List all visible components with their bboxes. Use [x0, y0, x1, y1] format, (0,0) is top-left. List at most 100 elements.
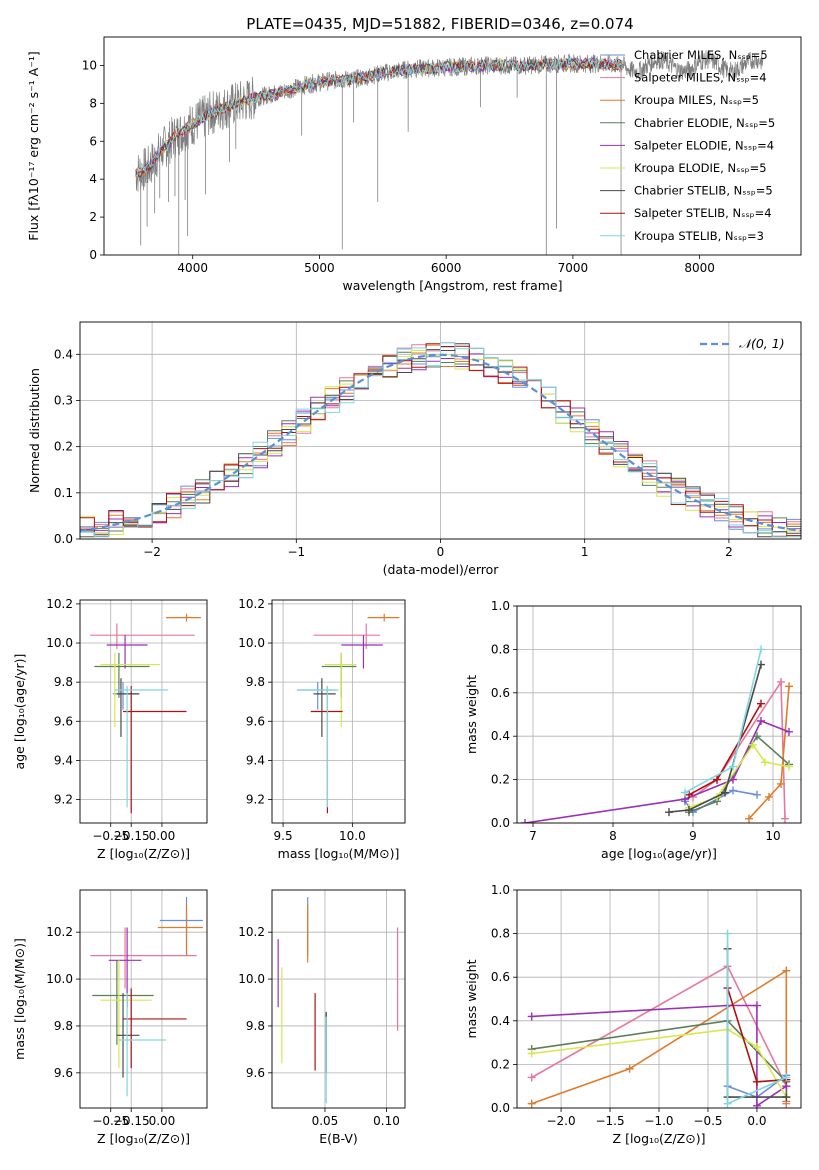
weight-marker: [782, 1093, 791, 1102]
x-tick-label: −1: [287, 545, 305, 559]
x-tick-label: 5000: [304, 261, 335, 275]
legend-label: Chabrier ELODIE, Nₛₛₚ=5: [634, 116, 775, 130]
y-tick-label: 9.4: [54, 753, 73, 767]
age_vs_mass-axes: 9.5 10.0 9.2 9.4 9.6 9.8 10.0 10.2 mass [log₁₀(M…: [238, 597, 405, 861]
y-tick-label: 9.8: [54, 1019, 73, 1033]
x-tick-label: 7000: [558, 261, 589, 275]
legend-label: Salpeter ELODIE, Nₛₛₚ=4: [634, 138, 774, 152]
age_vs_Z-axes: −0.25−0.150.00 9.2 9.4 9.6 9.8 10.0 10.2 Z [log…: [12, 597, 207, 861]
y-tick-label: 9.6: [246, 714, 265, 728]
x-tick-label: 8: [609, 829, 617, 843]
x-tick-label: −0.15: [113, 829, 150, 843]
weight-marker: [749, 740, 757, 749]
residuals-legend: 𝒩(0, 1): [700, 336, 785, 351]
weight-series-line: [748, 686, 790, 820]
y-tick-label: 10.0: [238, 636, 265, 650]
legend-label: 𝒩(0, 1): [739, 336, 785, 351]
y-tick-label: 9.4: [246, 753, 265, 767]
x-tick-label: 0: [437, 545, 445, 559]
weight-marker: [745, 814, 753, 823]
y-tick-label: 0.4: [491, 1014, 510, 1028]
legend-label: Kroupa ELODIE, Nₛₛₚ=5: [634, 161, 767, 175]
mass_vs_Z-plot: [90, 897, 203, 1097]
y-tick-label: 0.0: [491, 1101, 510, 1115]
model-spectrum-line: [135, 58, 623, 176]
x-tick-label: 10.0: [339, 829, 366, 843]
spectrum-title: PLATE=0435, MJD=51882, FIBERID=0346, z=0…: [246, 15, 633, 33]
x-tick-label: −1.5: [595, 1114, 624, 1128]
y-tick-label: 9.6: [246, 1066, 265, 1080]
y-tick-label: 0.0: [491, 816, 510, 830]
x-tick-label: 10: [765, 829, 780, 843]
weight-marker: [521, 819, 529, 823]
weight_vs_age-ylabel: mass weight: [464, 675, 479, 754]
weight-marker: [729, 786, 737, 795]
spectrum-legend: Chabrier MILES, Nₛₛₚ=5 Salpeter MILES, Nₛ…: [600, 48, 775, 243]
y-tick-label: 0: [89, 248, 97, 262]
x-tick-label: 7: [529, 829, 537, 843]
age_vs_Z-ylabel: age [log₁₀(age/yr)]: [12, 654, 27, 770]
y-tick-label: 10.0: [238, 972, 265, 986]
weight-marker: [757, 645, 765, 654]
weight-marker: [527, 1099, 536, 1108]
y-tick-label: 9.6: [54, 714, 73, 728]
legend-label: Kroupa STELIB, Nₛₛₚ=3: [634, 229, 764, 243]
weight-marker: [757, 660, 765, 669]
mass_vs_Z-xlabel: Z [log₁₀(Z/Z⊙)]: [97, 1131, 190, 1146]
y-tick-label: 6: [89, 134, 97, 148]
weight-marker: [665, 808, 673, 817]
y-tick-label: 0.1: [54, 486, 73, 500]
y-tick-label: 9.8: [246, 1019, 265, 1033]
weight-marker: [777, 779, 785, 788]
x-tick-label: 0.0: [747, 1114, 766, 1128]
axes-frame: [79, 889, 208, 1109]
axes-frame: [79, 599, 208, 824]
weight-marker: [785, 727, 793, 736]
x-tick-label: 2: [725, 545, 733, 559]
spectrum-plot: [135, 50, 764, 255]
weight-marker: [527, 1073, 536, 1082]
y-tick-label: 0.4: [491, 729, 510, 743]
y-tick-label: 10.0: [46, 636, 73, 650]
axes-frame: [516, 605, 802, 824]
legend-label: Salpeter STELIB, Nₛₛₚ=4: [634, 206, 772, 220]
x-tick-label: −0.25: [92, 1114, 129, 1128]
weight-marker: [752, 1077, 761, 1086]
weight-marker: [781, 814, 789, 823]
x-tick-label: −0.15: [113, 1114, 150, 1128]
axes-frame: [516, 889, 802, 1109]
y-tick-label: 0.6: [491, 970, 510, 984]
weight-marker: [752, 1101, 761, 1108]
x-tick-label: −2.0: [546, 1114, 575, 1128]
axes-frame: [271, 599, 406, 824]
weight-marker: [777, 677, 785, 686]
x-tick-label: 9.5: [274, 829, 293, 843]
weight_vs_Z-xlabel: Z [log₁₀(Z/Z⊙)]: [613, 1131, 706, 1146]
mass_vs_ebv-plot: [277, 897, 399, 1104]
weight-marker: [761, 758, 769, 767]
y-tick-label: 1.0: [491, 883, 510, 897]
y-tick-label: 10: [82, 58, 97, 72]
weight-marker: [752, 1042, 761, 1051]
spectrum-xlabel: wavelength [Angstrom, rest frame]: [342, 278, 562, 293]
residuals-xlabel: (data-model)/error: [383, 562, 500, 577]
y-tick-label: 9.8: [54, 675, 73, 689]
y-tick-label: 1.0: [491, 599, 510, 613]
x-tick-label: 1: [581, 545, 589, 559]
y-tick-label: 10.2: [238, 925, 265, 939]
weight-series-line: [668, 664, 762, 813]
x-tick-label: 8000: [684, 261, 715, 275]
mass_vs_Z-axes: −0.25−0.150.00 9.6 9.8 10.0 10.2 Z [log₁₀(Z/Z…: [12, 890, 207, 1146]
y-tick-label: 0.2: [491, 773, 510, 787]
x-tick-label: 6000: [431, 261, 462, 275]
age_vs_mass-xlabel: mass [log₁₀(M/M⊙)]: [278, 846, 400, 861]
x-tick-label: 4000: [177, 261, 208, 275]
x-tick-label: 0.05: [312, 1114, 339, 1128]
x-tick-label: 0.10: [373, 1114, 400, 1128]
spectrum-axes: 4000 5000 6000 7000 8000 0 2 4 6 8 10 wavelength [A…: [26, 51, 715, 293]
x-tick-label: −2: [143, 545, 161, 559]
x-tick-label: −0.25: [92, 829, 129, 843]
weight_vs_age-xlabel: age [log₁₀(age/yr)]: [601, 846, 717, 861]
weight-series-line: [531, 1028, 787, 1098]
